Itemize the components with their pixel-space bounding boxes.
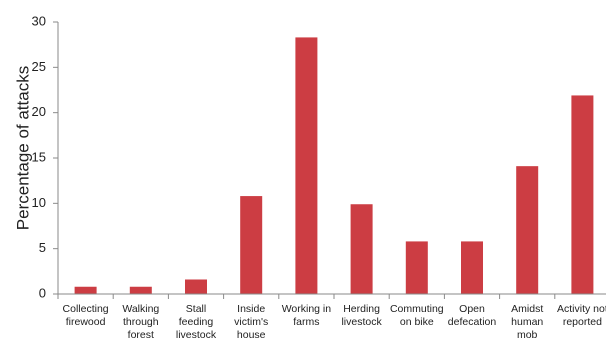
x-tick-label-line: Working in bbox=[282, 303, 332, 315]
x-tick-label: Stall feeding livestock bbox=[176, 303, 217, 338]
x-tick-label: Walking through forest bbox=[122, 303, 159, 338]
bar bbox=[350, 204, 373, 294]
x-tick-label-line: firewood bbox=[66, 316, 106, 328]
bar bbox=[295, 37, 318, 295]
x-axis-labels: Collecting firewood Walking through forest St… bbox=[63, 303, 606, 338]
x-tick-label: Working in farms bbox=[282, 303, 332, 328]
y-tick-label: 15 bbox=[32, 149, 46, 164]
x-tick-label-line: victim's bbox=[234, 316, 268, 328]
x-tick-label-line: Herding bbox=[343, 303, 380, 315]
bar bbox=[571, 95, 594, 294]
x-tick-label-line: defecation bbox=[448, 316, 497, 328]
x-tick-label-line: Stall bbox=[186, 303, 206, 315]
x-tick-label-line: forest bbox=[128, 329, 154, 338]
y-axis-title: Percentage of attacks bbox=[13, 66, 32, 230]
x-tick-label: Herding livestock bbox=[341, 303, 382, 328]
x-tick-label-line: Inside bbox=[237, 303, 265, 315]
x-tick-label-line: farms bbox=[293, 316, 319, 328]
x-tick-label-line: Walking bbox=[122, 303, 159, 315]
y-tick-label: 25 bbox=[32, 59, 46, 74]
x-tick-label: Open defecation bbox=[448, 303, 497, 328]
y-tick-label: 10 bbox=[32, 195, 46, 210]
x-tick-label-line: human bbox=[511, 316, 543, 328]
x-tick-label-line: mob bbox=[517, 329, 538, 338]
bar bbox=[129, 286, 152, 294]
bar bbox=[405, 241, 428, 294]
x-tick-label-line: feeding bbox=[179, 316, 214, 328]
x-tick-label-line: through bbox=[123, 316, 159, 328]
x-tick-label-line: Collecting bbox=[63, 303, 109, 315]
bar bbox=[461, 241, 483, 294]
y-tick-label: 30 bbox=[32, 13, 46, 28]
x-tick-label: Commuting on bike bbox=[390, 303, 444, 328]
y-tick-label: 0 bbox=[39, 285, 46, 300]
x-tick-label-line: Activity not bbox=[557, 303, 606, 315]
y-tick-label: 5 bbox=[39, 240, 46, 255]
y-axis-ticks: 0 5 10 15 20 25 30 bbox=[32, 13, 58, 300]
x-tick-label-line: on bike bbox=[400, 316, 434, 328]
x-tick-label-line: Commuting bbox=[390, 303, 444, 315]
bar bbox=[240, 196, 263, 294]
bar bbox=[185, 279, 207, 294]
x-tick-label: Collecting firewood bbox=[63, 303, 109, 328]
x-tick-label-line: livestock bbox=[176, 329, 217, 338]
x-tick-label: Activity not reported bbox=[557, 303, 606, 328]
bar bbox=[74, 286, 97, 294]
y-tick-label: 20 bbox=[32, 104, 46, 119]
bar bbox=[516, 166, 539, 294]
x-tick-label: Amidst human mob bbox=[511, 303, 543, 338]
x-tick-label-line: reported bbox=[563, 316, 602, 328]
axes bbox=[57, 22, 606, 299]
x-tick-label-line: house bbox=[237, 329, 266, 338]
x-tick-label: Inside victim's house bbox=[234, 303, 268, 338]
x-tick-label-line: Open bbox=[459, 303, 485, 315]
bars bbox=[74, 37, 594, 295]
x-tick-label-line: livestock bbox=[341, 316, 382, 328]
x-tick-label-line: Amidst bbox=[511, 303, 543, 315]
